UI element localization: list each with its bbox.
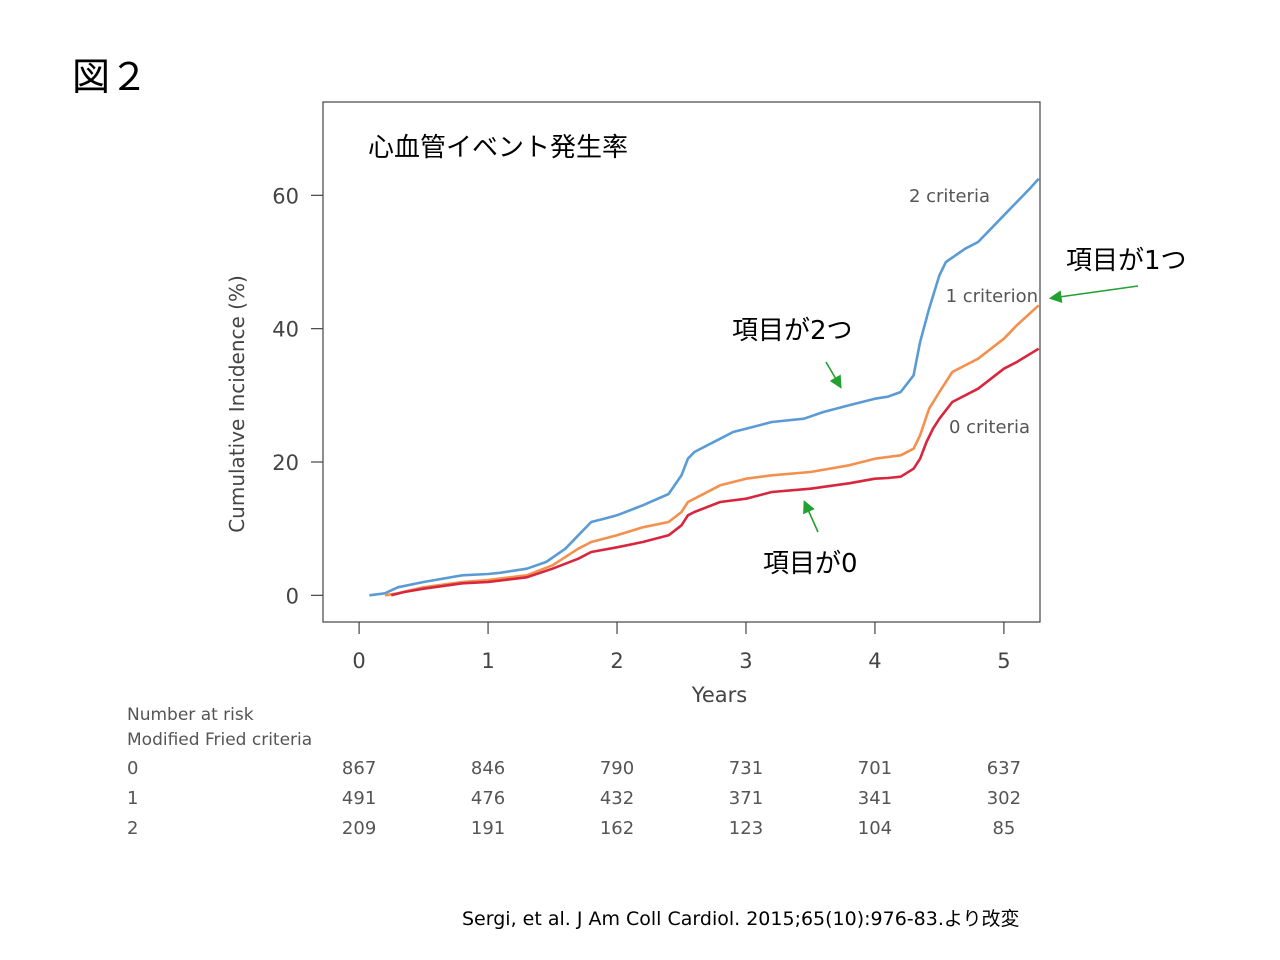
risk-cell: 123 [728, 818, 764, 839]
risk-cell: 371 [728, 788, 764, 809]
x-tick-label: 5 [997, 649, 1010, 673]
callout-two-criteria: 項目が2つ [732, 316, 853, 346]
risk-table-heading: Number at risk [127, 705, 254, 725]
x-tick-label: 1 [481, 649, 494, 673]
y-axis: 0 20 40 60 [272, 184, 323, 608]
y-tick-label: 60 [272, 184, 299, 208]
x-tick-label: 2 [610, 649, 623, 673]
risk-row-label: 0 [127, 758, 139, 779]
plot-frame [322, 101, 1041, 623]
risk-cell: 731 [728, 758, 764, 779]
series-lines [369, 177, 1040, 597]
risk-cell: 302 [986, 788, 1022, 809]
risk-cell: 104 [857, 818, 893, 839]
x-tick-label: 0 [352, 649, 365, 673]
risk-cell: 476 [470, 788, 506, 809]
risk-cell: 846 [470, 758, 506, 779]
series-label-0: 2 criteria [909, 186, 990, 207]
risk-cell: 491 [341, 788, 377, 809]
x-axis: 0 1 2 3 4 5 [352, 622, 1011, 673]
series-label-1: 1 criterion [946, 286, 1038, 307]
arrow-two-criteria [825, 361, 842, 389]
risk-cell: 790 [599, 758, 635, 779]
arrow-one-criterion [1048, 285, 1139, 304]
risk-cell: 162 [599, 818, 635, 839]
figure-label: 図２ [72, 55, 149, 99]
callout-arrows [803, 285, 1139, 533]
series-line-1 [384, 304, 1040, 597]
series-labels: 2 criteria 1 criterion 0 criteria [909, 186, 1038, 438]
risk-table-row: 1 491 476 432 371 341 302 [0, 788, 1280, 812]
risk-cell: 191 [470, 818, 506, 839]
risk-cell: 209 [341, 818, 377, 839]
series-line-0 [369, 177, 1040, 597]
y-axis-label: Cumulative Incidence (%) [225, 275, 249, 533]
risk-table-subheading: Modified Fried criteria [127, 730, 313, 750]
y-tick-label: 40 [272, 318, 299, 342]
x-tick-label: 4 [868, 649, 881, 673]
callout-one-criterion: 項目が1つ [1066, 246, 1187, 276]
risk-row-label: 1 [127, 788, 139, 809]
risk-cell: 432 [599, 788, 635, 809]
risk-row-label: 2 [127, 818, 139, 839]
risk-table-row: 2 209 191 162 123 104 85 [0, 818, 1280, 842]
risk-cell: 341 [857, 788, 893, 809]
citation: Sergi, et al. J Am Coll Cardiol. 2015;65… [462, 908, 1020, 930]
chart-title: 心血管イベント発生率 [368, 133, 628, 163]
y-tick-label: 0 [286, 584, 299, 608]
y-tick-label: 20 [272, 451, 299, 475]
risk-cell: 867 [341, 758, 377, 779]
series-line-2 [390, 347, 1040, 597]
x-tick-label: 3 [739, 649, 752, 673]
risk-cell: 85 [992, 818, 1016, 839]
risk-table-row: 0 867 846 790 731 701 637 [0, 758, 1280, 782]
risk-cell: 701 [857, 758, 893, 779]
arrow-zero-criteria [803, 500, 819, 533]
x-axis-label: Years [691, 683, 747, 707]
risk-cell: 637 [986, 758, 1022, 779]
callout-zero-criteria: 項目が0 [763, 549, 858, 579]
series-label-2: 0 criteria [949, 417, 1030, 438]
